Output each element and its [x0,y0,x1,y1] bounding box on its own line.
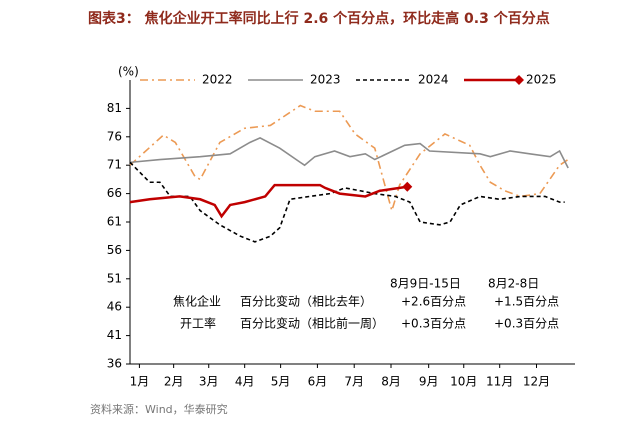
table-metric: 百分比变动（相比去年） [240,294,372,309]
table-label: 焦化企业 [173,294,221,309]
y-tick-label: 56 [107,243,122,257]
series-line [129,104,569,214]
x-tick-label: 10月 [450,375,477,389]
table-metric: 百分比变动（相比前一周） [240,316,384,331]
x-tick-label: 8月 [381,375,401,389]
y-tick-label: 41 [107,328,122,342]
table-cell: +0.3百分点 [401,317,466,331]
y-tick-label: 66 [107,186,122,200]
x-tick-label: 2月 [164,375,184,389]
x-tick-label: 6月 [308,375,328,389]
x-tick-label: 1月 [130,375,150,389]
series-line [129,137,569,169]
y-tick-label: 51 [107,271,122,285]
table-cell: +1.5百分点 [494,295,559,309]
y-tick-label: 71 [107,158,122,172]
series-line [129,161,565,243]
table-cell: +2.6百分点 [401,295,466,309]
y-tick-label: 76 [107,129,122,143]
legend-label: 2025 [526,73,557,87]
x-tick-label: 5月 [271,375,291,389]
y-tick-label: 81 [107,101,122,115]
source: 资料来源：Wind，华泰研究 [90,402,228,416]
y-axis-unit: (%) [118,65,139,79]
legend-label: 2022 [202,73,233,87]
table-header: 8月9日-15日 [390,277,461,291]
x-tick-label: 11月 [486,375,513,389]
series-line [129,183,408,219]
y-tick-label: 46 [107,300,122,314]
table-cell: +0.3百分点 [494,317,559,331]
chart-title: 图表3： 焦化企业开工率同比上行 2.6 个百分点，环比走高 0.3 个百分点 [88,11,550,27]
x-tick-label: 12月 [523,375,550,389]
legend-marker [514,75,524,85]
legend-label: 2023 [310,73,341,87]
x-tick-label: 9月 [419,375,439,389]
legend-label: 2024 [418,73,449,87]
table-header: 8月2-8日 [488,277,539,291]
table-label: 开工率 [180,316,216,331]
series-marker [402,181,413,192]
y-tick-label: 61 [107,215,122,229]
x-tick-label: 4月 [235,375,255,389]
y-tick-label: 36 [107,357,122,371]
x-tick-label: 3月 [199,375,219,389]
x-tick-label: 7月 [344,375,364,389]
